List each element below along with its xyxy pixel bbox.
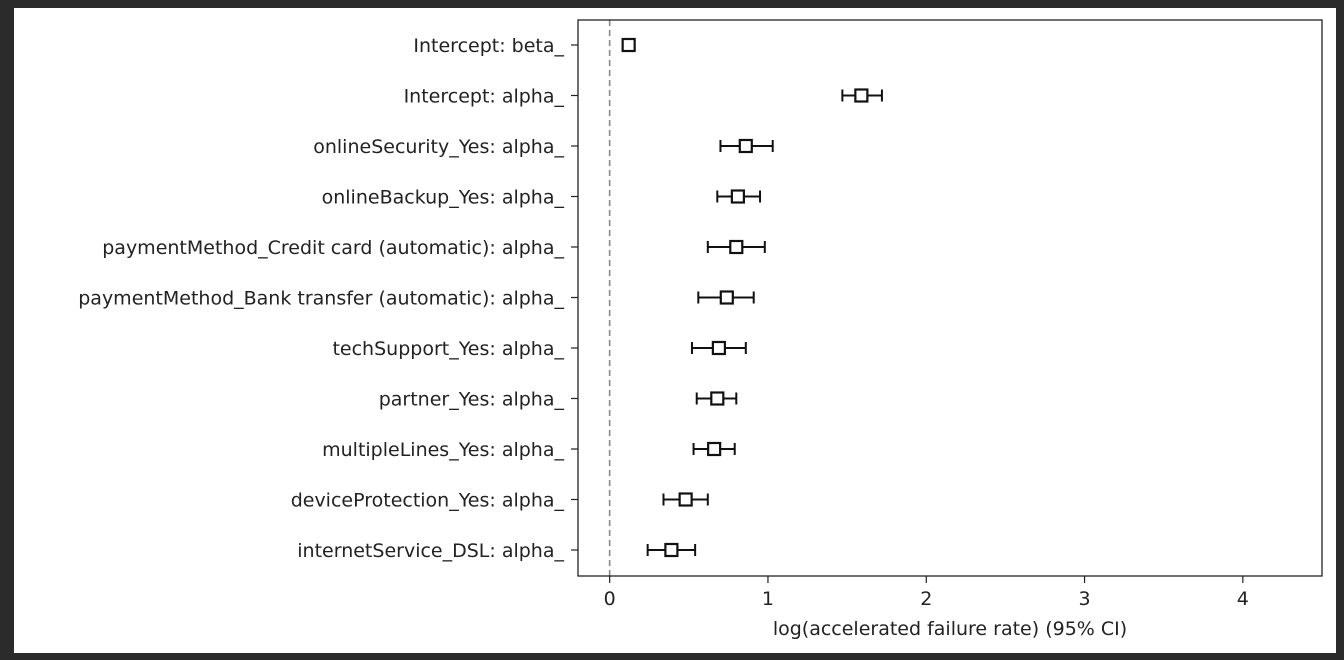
row-label: paymentMethod_Bank transfer (automatic):…: [78, 288, 564, 310]
coefficient-row: paymentMethod_Credit card (automatic): a…: [102, 237, 766, 259]
row-label: Intercept: beta_: [413, 35, 564, 57]
coef-marker: [678, 492, 693, 507]
coef-marker: [854, 88, 869, 103]
row-label: onlineBackup_Yes: alpha_: [322, 187, 565, 209]
x-tick-label: 1: [762, 588, 774, 610]
row-label: internetService_DSL: alpha_: [297, 540, 564, 562]
coef-marker: [729, 239, 744, 255]
coef-marker: [710, 391, 725, 406]
coefficient-row: multipleLines_Yes: alpha_: [322, 439, 736, 461]
coefficient-row: Intercept: alpha_: [404, 86, 883, 108]
x-tick-label: 0: [604, 588, 616, 610]
coefficient-row: Intercept: beta_: [413, 35, 636, 57]
coefficient-row: deviceProtection_Yes: alpha_: [291, 490, 709, 512]
coefficient-row: onlineBackup_Yes: alpha_: [322, 187, 762, 209]
x-tick-label: 4: [1237, 588, 1249, 610]
plot-frame: [577, 19, 1323, 577]
row-label: paymentMethod_Credit card (automatic): a…: [102, 237, 564, 259]
coef-marker: [621, 37, 636, 53]
forest-plot: 0 1 2 3 4 Intercept: beta_ Intercept: alpha_o…: [78, 19, 1323, 640]
coef-marker: [730, 189, 745, 204]
row-label: multipleLines_Yes: alpha_: [322, 439, 564, 461]
coef-marker: [738, 138, 753, 154]
x-axis-label: log(accelerated failure rate) (95% CI): [773, 618, 1127, 640]
coefficient-row: paymentMethod_Bank transfer (automatic):…: [78, 288, 755, 310]
coefficient-rows: Intercept: beta_ Intercept: alpha_ onlineS…: [78, 35, 883, 562]
row-label: techSupport_Yes: alpha_: [332, 338, 564, 360]
coef-marker: [707, 441, 722, 457]
figure-canvas: 0 1 2 3 4 Intercept: beta_ Intercept: alpha_o…: [14, 8, 1336, 653]
row-label: onlineSecurity_Yes: alpha_: [313, 136, 564, 158]
x-tick-label: 2: [920, 588, 932, 610]
coefficient-row: techSupport_Yes: alpha_: [332, 338, 747, 360]
coef-marker: [719, 290, 734, 305]
row-label: partner_Yes: alpha_: [379, 389, 565, 411]
coefficient-row: onlineSecurity_Yes: alpha_: [313, 136, 774, 158]
coef-marker: [664, 542, 679, 558]
x-axis-ticks: 0 1 2 3 4: [604, 576, 1249, 610]
coefficient-row: internetService_DSL: alpha_: [297, 540, 697, 562]
x-tick-label: 3: [1079, 588, 1091, 610]
coefficient-row: partner_Yes: alpha_: [379, 389, 738, 411]
row-label: deviceProtection_Yes: alpha_: [291, 490, 565, 512]
coef-marker: [711, 340, 726, 356]
row-label: Intercept: alpha_: [404, 86, 565, 108]
